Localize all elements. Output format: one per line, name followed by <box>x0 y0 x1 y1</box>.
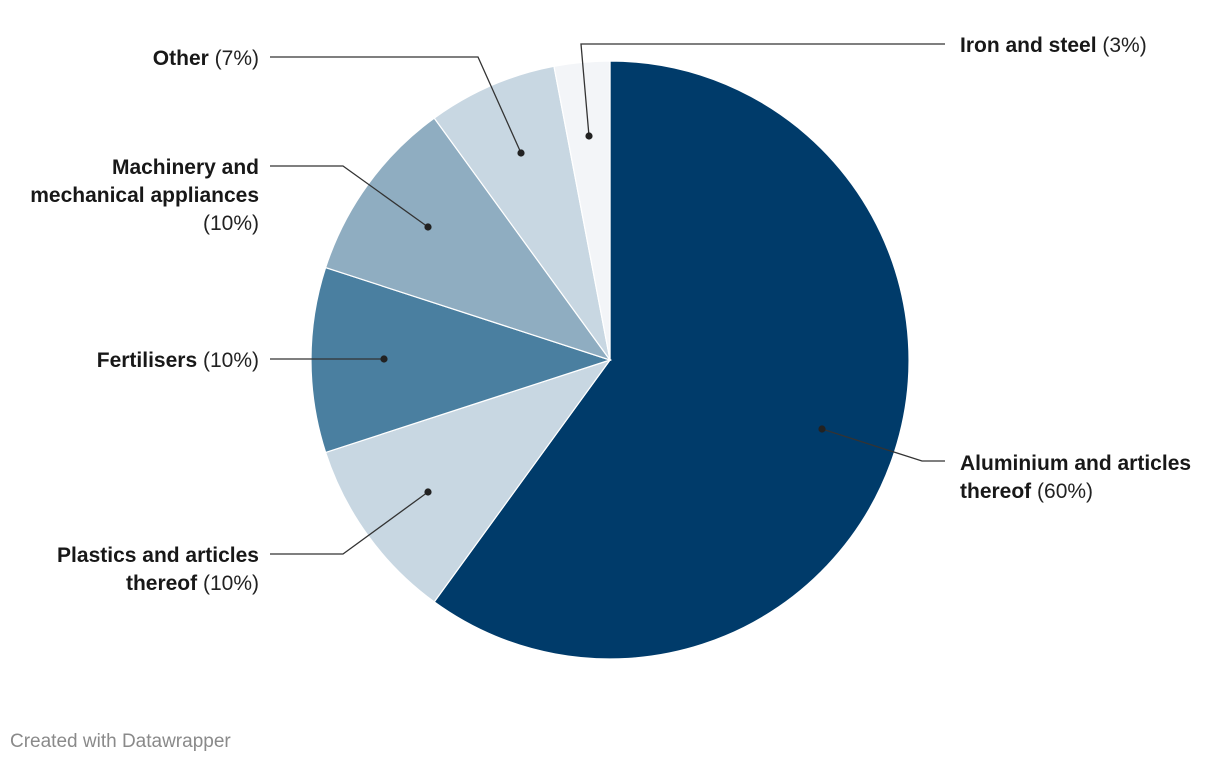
slice-label: Machinery and mechanical appliances (10%) <box>30 156 259 235</box>
slice-label-name: mechanical appliances <box>30 184 259 207</box>
leader-line <box>580 43 945 137</box>
leader-line <box>821 428 945 462</box>
slice-label: Aluminium and articles thereof (60%) <box>960 452 1191 503</box>
leader-line <box>270 165 429 228</box>
slice-label-name: Aluminium and articles <box>960 452 1191 475</box>
pie-slices <box>310 60 910 660</box>
leader-dot <box>380 355 388 363</box>
slice-labels: Aluminium and articles thereof (60%) Plast… <box>30 34 1191 595</box>
leader-dot <box>818 425 826 433</box>
leader-dot <box>424 488 432 496</box>
slice-label: Plastics and articles thereof (10%) <box>57 544 259 595</box>
slice-label-name: thereof <box>126 572 198 595</box>
leader-dot <box>424 223 432 231</box>
leader-line <box>270 491 429 555</box>
slice-label-percent: (3%) <box>1097 34 1147 57</box>
slice-label-percent: (60%) <box>1031 480 1093 503</box>
slice-label-name: Plastics and articles <box>57 544 259 567</box>
slice-label-percent: (7%) <box>209 47 259 70</box>
slice-label-name: thereof <box>960 480 1032 503</box>
slice-label-percent: (10%) <box>197 349 259 372</box>
leader-dot <box>517 149 525 157</box>
slice-label-percent: (10%) <box>203 212 259 235</box>
slice-label: Other (7%) <box>153 47 259 70</box>
pie-slice <box>553 60 611 361</box>
slice-label-name: Iron and steel <box>960 34 1097 57</box>
leader-line <box>270 56 522 154</box>
leader-dot <box>585 132 593 140</box>
pie-slice <box>310 266 612 454</box>
leader-lines <box>270 43 945 555</box>
slice-label-name: Other <box>153 47 209 70</box>
slice-label: Iron and steel (3%) <box>960 34 1147 57</box>
datawrapper-credit: Created with Datawrapper <box>10 731 231 752</box>
slice-label-name: Fertilisers <box>97 349 197 372</box>
slice-label-name: Machinery and <box>112 156 259 179</box>
slice-label: Fertilisers (10%) <box>97 349 259 372</box>
slice-label-percent: (10%) <box>197 572 259 595</box>
